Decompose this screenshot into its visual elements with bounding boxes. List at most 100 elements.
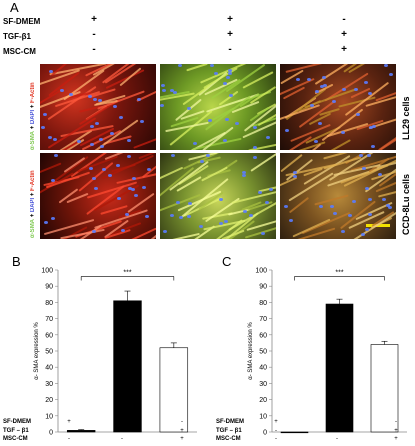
nucleus: [173, 90, 178, 94]
stain-green: α-SMA: [30, 218, 36, 238]
y-tick-label: 30: [259, 381, 267, 388]
nucleus: [384, 64, 389, 68]
stain-plus: +: [30, 124, 36, 131]
nucleus: [50, 179, 55, 183]
nucleus: [160, 103, 164, 107]
nucleus: [341, 88, 346, 92]
y-tick-label: 100: [255, 268, 267, 275]
nucleus: [89, 124, 94, 128]
nucleus: [77, 140, 82, 144]
nucleus: [225, 75, 230, 79]
nucleus: [53, 154, 58, 158]
cell-fibre: [258, 179, 276, 192]
nucleus: [116, 163, 121, 167]
table-sign: -: [121, 436, 123, 442]
nucleus: [163, 229, 168, 233]
condition-label-tgf: TGF-β1: [3, 32, 31, 41]
nucleus: [367, 213, 372, 217]
panel-label-b: B: [12, 254, 21, 269]
nucleus: [322, 84, 327, 88]
y-tick-label: 100: [41, 268, 53, 275]
nucleus: [388, 206, 393, 210]
nucleus: [330, 205, 335, 209]
nucleus: [117, 196, 122, 200]
nucleus: [102, 168, 107, 172]
sign: -: [92, 44, 96, 55]
nucleus: [109, 132, 114, 136]
nucleus: [94, 121, 99, 125]
sign: +: [91, 14, 97, 25]
nucleus: [364, 186, 369, 190]
nucleus: [141, 186, 146, 190]
nucleus: [360, 233, 365, 237]
y-tick-label: 60: [259, 332, 267, 339]
nucleus: [269, 188, 274, 192]
cell-fibre: [186, 64, 209, 72]
table-label: SF-DMEM: [216, 419, 244, 425]
stain-plus: +: [30, 102, 36, 110]
row-label-ll29: LL29 cells: [401, 96, 411, 140]
nucleus: [120, 229, 125, 233]
table-sign: -: [275, 436, 277, 442]
y-tick-label: 0: [49, 430, 53, 437]
nucleus: [98, 98, 103, 102]
nucleus: [318, 205, 323, 209]
micrograph-ll29-sf-dmem: [40, 64, 156, 150]
table-sign: +: [394, 436, 398, 442]
significance-label: ***: [123, 269, 131, 276]
nucleus: [50, 216, 55, 220]
nucleus: [340, 229, 345, 233]
table-sign: +: [180, 428, 184, 434]
nucleus: [88, 167, 93, 171]
condition-label-msc-cm: MSC-CM: [3, 47, 36, 56]
nucleus: [284, 128, 289, 132]
nucleus: [187, 214, 192, 218]
table-sign: +: [120, 428, 124, 434]
y-tick-label: 40: [45, 365, 53, 372]
nucleus: [222, 81, 227, 85]
nucleus: [134, 194, 139, 198]
nucleus: [257, 191, 262, 195]
y-tick-label: 60: [45, 332, 53, 339]
row-label-ccd8lu: CCD-8Lu cells: [401, 173, 411, 235]
nucleus: [310, 104, 315, 108]
nucleus: [292, 171, 297, 175]
nucleus: [371, 144, 376, 148]
nucleus: [124, 213, 129, 217]
table-sign: -: [395, 419, 397, 425]
nucleus: [91, 176, 96, 180]
nucleus: [234, 121, 239, 125]
nucleus: [331, 100, 336, 104]
y-axis-label: α- SMA expression %: [248, 322, 254, 380]
y-tick-label: 80: [259, 300, 267, 307]
panel-label-a: A: [10, 0, 19, 15]
nucleus: [363, 81, 368, 85]
nucleus: [127, 155, 132, 158]
nucleus: [296, 77, 301, 81]
nucleus: [108, 173, 113, 177]
nucleus: [386, 203, 391, 207]
nucleus: [243, 210, 248, 214]
nucleus: [253, 125, 258, 129]
stain-blue: DAPI: [30, 109, 36, 125]
nucleus: [253, 155, 258, 159]
table-sign: -: [336, 436, 338, 442]
nucleus: [43, 113, 48, 117]
nucleus: [241, 170, 246, 174]
cell-fibre: [100, 205, 128, 216]
nucleus: [99, 145, 104, 149]
nucleus: [351, 199, 356, 203]
nucleus: [367, 197, 372, 201]
nucleus: [162, 89, 167, 93]
nucleus: [192, 141, 197, 145]
nucleus: [43, 221, 48, 225]
cell-fibre: [110, 163, 136, 173]
nucleus: [210, 64, 215, 68]
nucleus: [219, 222, 224, 226]
nucleus: [389, 73, 394, 77]
nucleus: [361, 167, 366, 171]
nucleus: [187, 201, 192, 205]
nucleus: [169, 89, 174, 93]
bar-3: [370, 344, 399, 433]
nucleus: [264, 200, 269, 204]
